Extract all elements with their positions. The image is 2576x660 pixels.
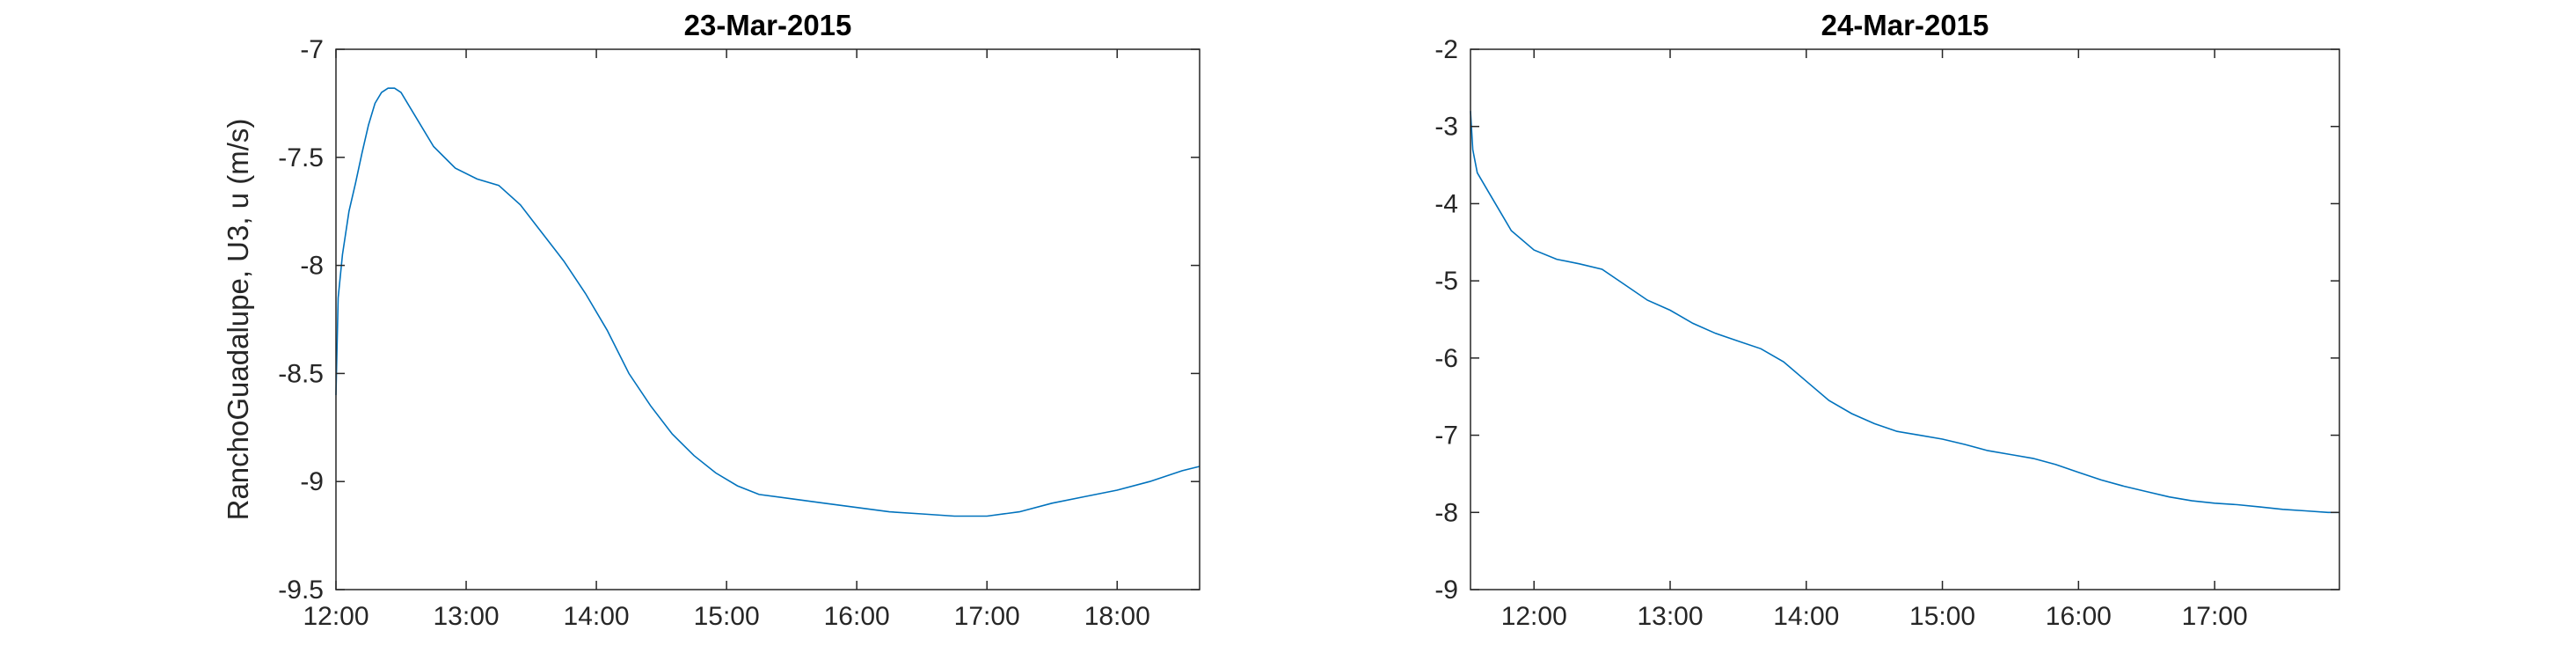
y-tick-label: -9 — [1434, 576, 1458, 605]
y-tick-label: -4 — [1434, 189, 1458, 218]
x-tick-label: 16:00 — [824, 602, 890, 631]
y-axis-label: RanchoGuadalupe, U3, u (m/s) — [222, 119, 254, 521]
chart-23-mar-2015: 23-Mar-2015 RanchoGuadalupe, U3, u (m/s)… — [222, 9, 1200, 631]
x-tick-label: 17:00 — [2182, 602, 2248, 631]
x-tick-label: 14:00 — [564, 602, 630, 631]
y-tick-label: -3 — [1434, 113, 1458, 142]
x-tick-label: 13:00 — [434, 602, 500, 631]
x-tick-label: 14:00 — [1773, 602, 1839, 631]
y-tick-label: -9.5 — [278, 576, 324, 605]
axes-box — [335, 48, 1200, 590]
y-tick-label: -8 — [300, 252, 324, 281]
series-line — [1470, 111, 2339, 514]
chart-title: 23-Mar-2015 — [684, 9, 852, 41]
y-tick-label: -8 — [1434, 498, 1458, 527]
y-tick-label: -7.5 — [278, 143, 324, 172]
x-tick-label: 17:00 — [954, 602, 1020, 631]
x-tick-label: 12:00 — [1501, 602, 1567, 631]
series-line — [335, 87, 1200, 517]
x-tick-label: 18:00 — [1084, 602, 1150, 631]
axes-box — [1470, 48, 2340, 590]
x-tick-label: 12:00 — [303, 602, 369, 631]
x-tick-label: 13:00 — [1637, 602, 1703, 631]
chart-title: 24-Mar-2015 — [1821, 9, 1989, 41]
y-tick-label: -9 — [300, 467, 324, 496]
y-tick-label: -7 — [1434, 422, 1458, 451]
y-tick-label: -8.5 — [278, 359, 324, 388]
chart-24-mar-2015: 24-Mar-2015 -9 -8 -7 -6 -5 -4 -3 -2 12:00 13:00 14… — [1434, 9, 2340, 631]
y-tick-label: -5 — [1434, 267, 1458, 296]
x-tick-label: 15:00 — [1909, 602, 1975, 631]
x-tick-label: 16:00 — [2046, 602, 2112, 631]
y-tick-label: -2 — [1434, 35, 1458, 64]
y-tick-label: -6 — [1434, 344, 1458, 373]
y-tick-label: -7 — [300, 35, 324, 64]
x-tick-label: 15:00 — [694, 602, 760, 631]
